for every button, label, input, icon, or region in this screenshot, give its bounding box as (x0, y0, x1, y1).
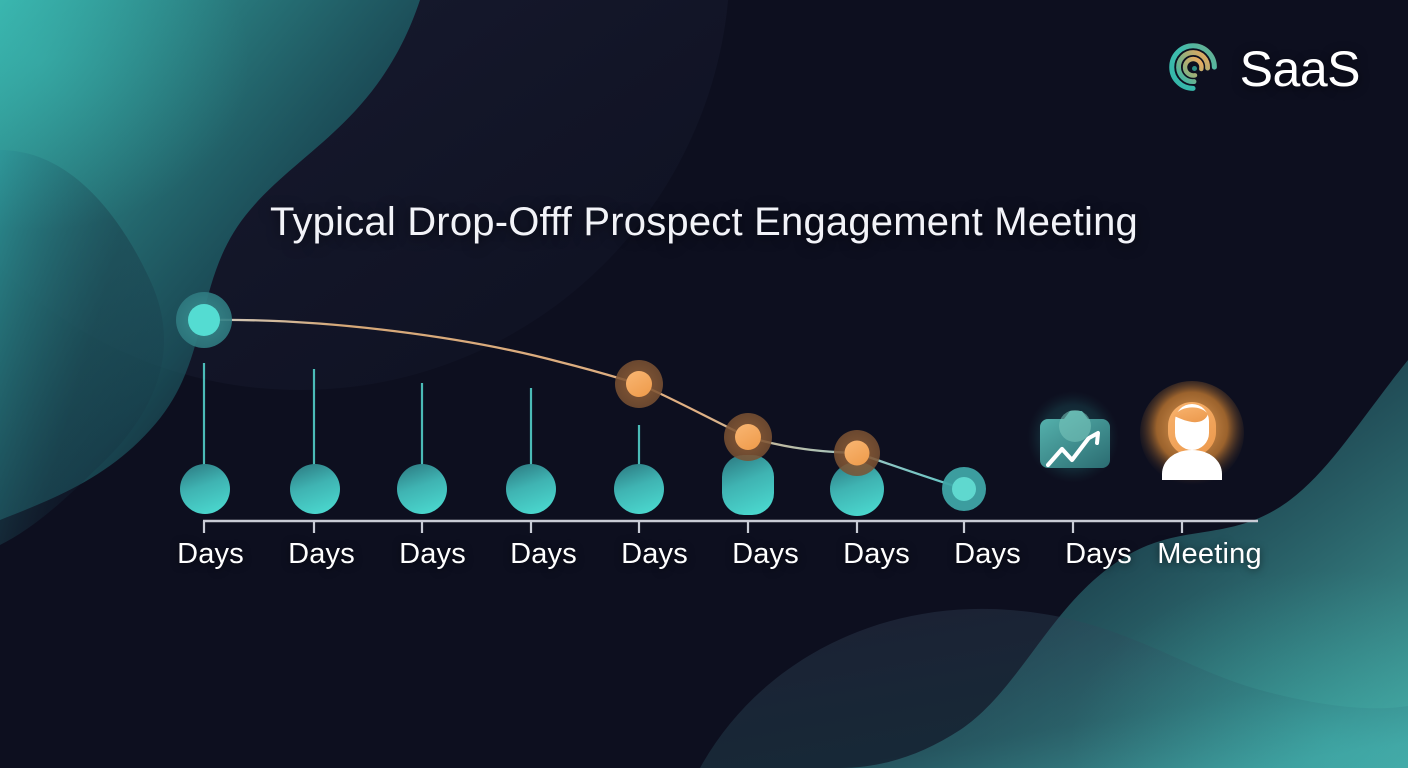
axis-label-3: Days (399, 538, 466, 570)
brand-name: SaaS (1239, 41, 1361, 97)
end-point-marker (942, 467, 986, 511)
x-axis (202, 519, 1258, 533)
axis-label-7: Days (843, 538, 910, 570)
axis-label-9: Days (1065, 538, 1132, 570)
x-axis-labels: Days Days Days Days Days Days Days Days … (155, 531, 1265, 577)
axis-label-2: Days (288, 538, 355, 570)
page-title: Typical Drop-Offf Prospect Engagement Me… (270, 200, 1138, 244)
start-point-marker (176, 292, 232, 348)
dropoff-point-3 (834, 430, 880, 476)
brand-logo: SaaS (1164, 38, 1361, 100)
touchpoint-stems (202, 363, 641, 472)
axis-label-5: Days (621, 538, 688, 570)
axis-label-10: Meeting (1157, 538, 1262, 570)
dropoff-point-1 (615, 360, 663, 408)
axis-label-4: Days (510, 538, 577, 570)
dropoff-point-2 (724, 413, 772, 461)
touchpoint-markers (180, 455, 884, 516)
trend-chart-icon (1027, 391, 1119, 483)
concentric-spiral-icon (1168, 43, 1217, 91)
dropoff-point-markers (615, 360, 880, 476)
axis-label-8: Days (954, 538, 1021, 570)
axis-label-6: Days (732, 538, 799, 570)
axis-label-1: Days (177, 538, 244, 570)
person-avatar-icon (1140, 381, 1244, 485)
